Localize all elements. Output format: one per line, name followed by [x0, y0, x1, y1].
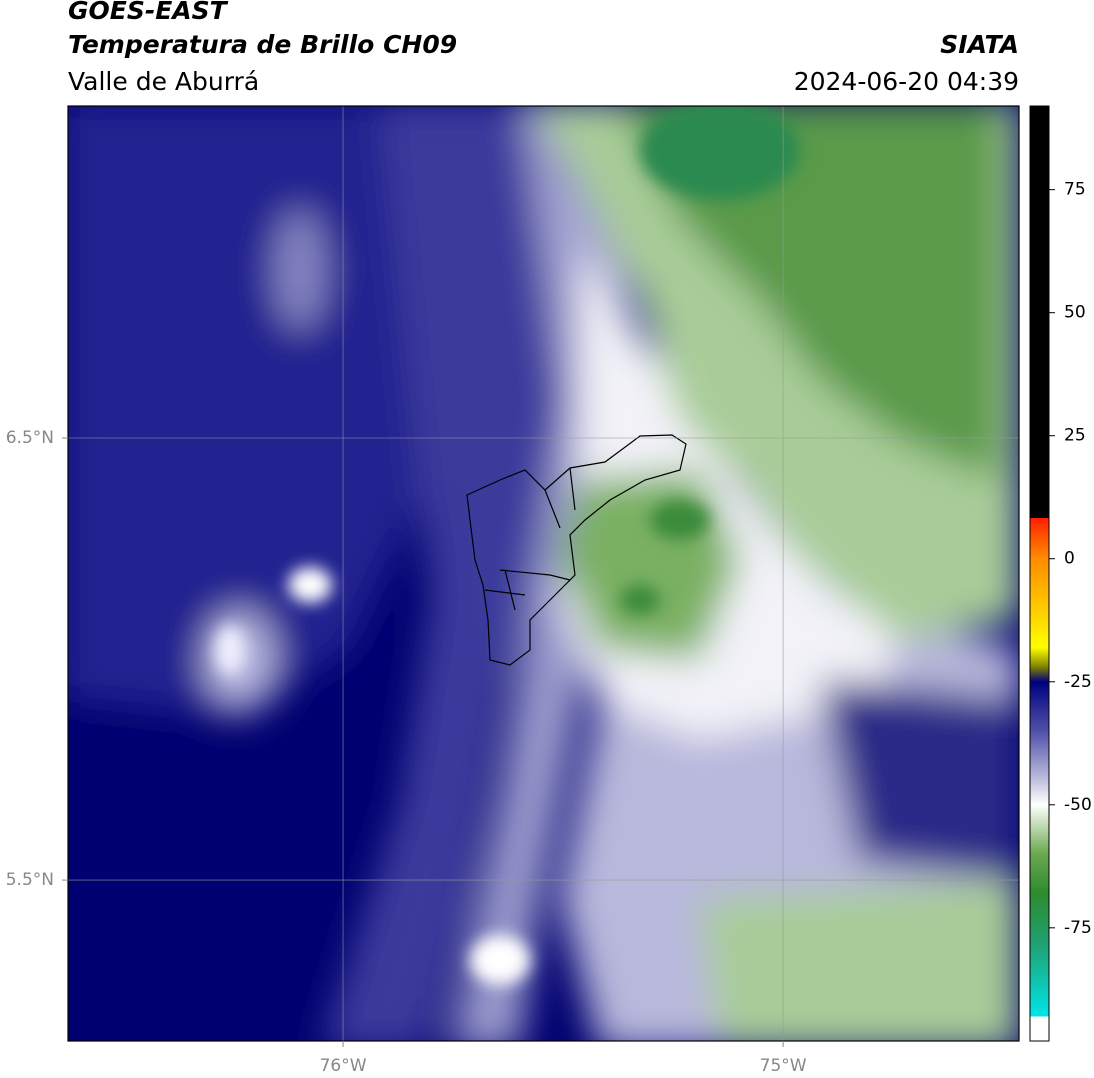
y-tick-label: 5.5°N — [6, 870, 54, 890]
colorbar-tick-label: -75 — [1064, 918, 1092, 938]
valley-boundary — [466, 434, 687, 666]
y-tick-label: 6.5°N — [6, 428, 54, 448]
title: GOES-EAST — [68, 0, 229, 25]
datetime: 2024-06-20 04:39 — [794, 67, 1019, 96]
map-field — [68, 106, 1019, 1041]
colorbar-tick-label: 50 — [1064, 303, 1086, 323]
colorbar-tick-label: 25 — [1064, 426, 1086, 446]
colorbar-tick-label: 75 — [1064, 180, 1086, 200]
region: Valle de Aburrá — [68, 67, 259, 96]
colorbar-tick-label: -50 — [1064, 795, 1092, 815]
colorbar-tick-label: 0 — [1064, 549, 1075, 569]
subtitle: Temperatura de Brillo CH09 — [68, 30, 457, 59]
colorbar-tick-label: -25 — [1064, 672, 1092, 692]
x-tick-label: 75°W — [760, 1056, 807, 1076]
x-tick-label: 76°W — [320, 1056, 367, 1076]
map-frame — [67, 105, 1020, 1042]
source: SIATA — [940, 30, 1019, 59]
colorbar — [1029, 105, 1050, 1042]
